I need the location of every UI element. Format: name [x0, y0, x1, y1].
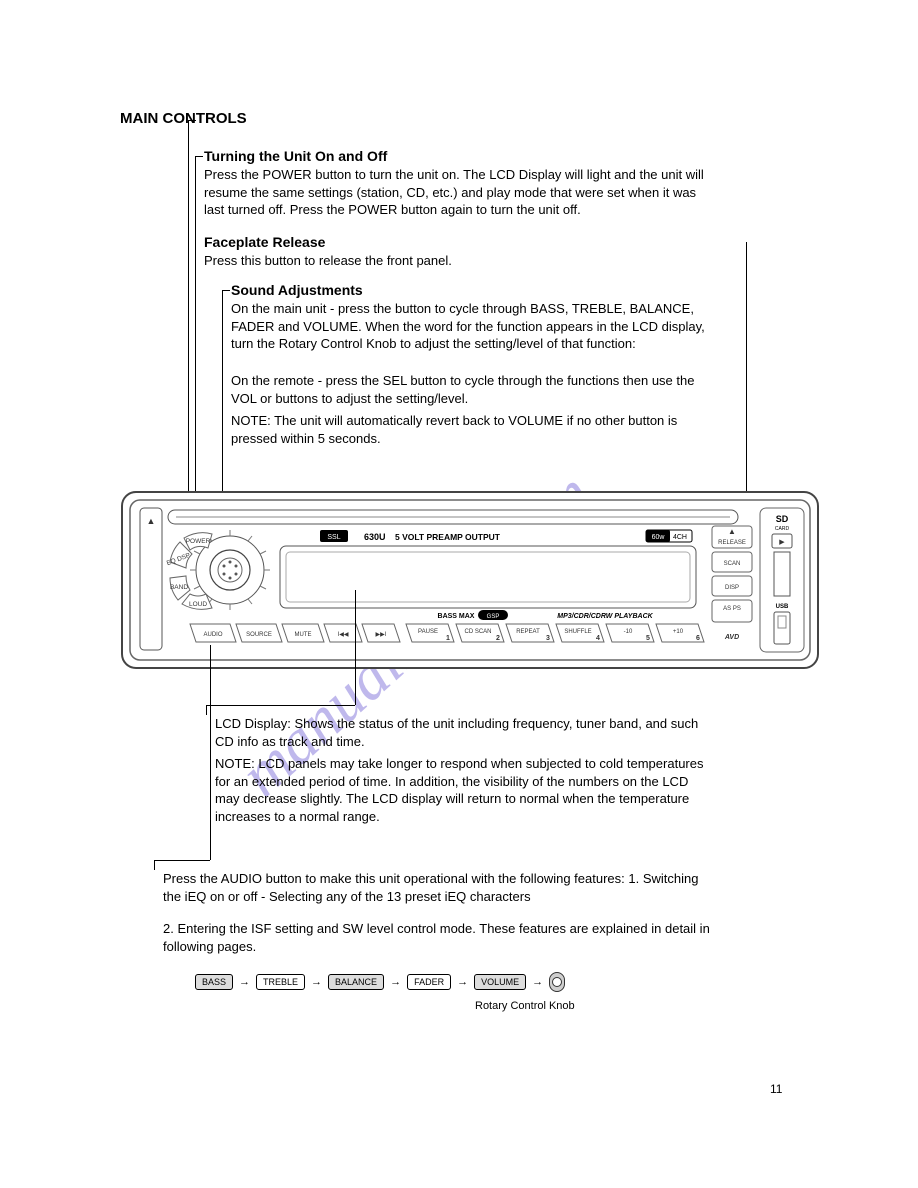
svg-text:POWER: POWER	[186, 538, 211, 545]
leader-release-v	[746, 242, 747, 514]
svg-text:LOUD: LOUD	[189, 601, 207, 608]
svg-text:6: 6	[696, 635, 700, 642]
leader-main-h	[188, 120, 196, 121]
arrow-icon: →	[532, 976, 543, 988]
body-sound-adj-3: NOTE: The unit will automatically revert…	[231, 412, 716, 447]
leader-rotary-h	[222, 290, 230, 291]
page-number: 11	[770, 1082, 782, 1096]
svg-text:1: 1	[446, 635, 450, 642]
svg-text:60w: 60w	[652, 534, 666, 541]
leader-lcd-v	[355, 590, 356, 705]
leader-audio-v2	[154, 860, 155, 870]
svg-text:USB: USB	[776, 604, 789, 610]
svg-text:GSP: GSP	[487, 614, 500, 620]
svg-text:BASS MAX: BASS MAX	[438, 613, 475, 620]
svg-text:DISP: DISP	[725, 585, 739, 591]
knob-icon	[549, 972, 565, 992]
body-lcd-2: NOTE: LCD panels may take longer to resp…	[215, 755, 715, 825]
radio-diagram: ▲ SSL 630U 5 VOLT PREAMP OUTPUT 60w 4CH	[120, 490, 820, 700]
heading-turning-on: Turning the Unit On and Off	[204, 148, 387, 164]
svg-text:630U: 630U	[364, 532, 386, 542]
svg-text:3: 3	[546, 635, 550, 642]
arrow-icon: →	[390, 976, 401, 988]
page: manualshive.com MAIN CONTROLS Turning th…	[0, 0, 918, 1188]
svg-text:SCAN: SCAN	[724, 561, 741, 567]
leader-main-v	[188, 120, 189, 550]
leader-power-h	[195, 156, 203, 157]
body-lcd-1: LCD Display: Shows the status of the uni…	[215, 715, 715, 750]
body-audio-1: Press the AUDIO button to make this unit…	[163, 870, 719, 905]
svg-text:5 VOLT PREAMP OUTPUT: 5 VOLT PREAMP OUTPUT	[395, 532, 501, 542]
arrow-icon: →	[239, 976, 250, 988]
svg-text:RELEASE: RELEASE	[718, 540, 746, 546]
svg-text:AUDIO: AUDIO	[203, 632, 222, 638]
leader-audio-v	[210, 645, 211, 860]
flow-row: BASS → TREBLE → BALANCE → FADER → VOLUME…	[195, 972, 565, 992]
body-turning-on: Press the POWER button to turn the unit …	[204, 166, 716, 219]
heading-main-controls: MAIN CONTROLS	[120, 110, 247, 127]
svg-text:-10: -10	[624, 629, 633, 635]
body-sound-adj-2: On the remote - press the SEL button to …	[231, 372, 716, 407]
flow-fader: FADER	[407, 974, 451, 990]
svg-text:MUTE: MUTE	[295, 632, 312, 638]
svg-text:CD SCAN: CD SCAN	[464, 629, 491, 635]
svg-text:▶▶I: ▶▶I	[376, 632, 387, 638]
svg-text:▲: ▲	[728, 527, 736, 536]
svg-text:SOURCE: SOURCE	[246, 632, 272, 638]
body-sound-adj-1: On the main unit - press the button to c…	[231, 300, 716, 353]
flow-balance: BALANCE	[328, 974, 384, 990]
svg-text:REPEAT: REPEAT	[516, 629, 540, 635]
leader-lcd-v2	[206, 705, 207, 715]
leader-lcd-h	[206, 705, 355, 706]
svg-text:SD: SD	[776, 514, 789, 524]
heading-faceplate: Faceplate Release	[204, 234, 325, 250]
svg-text:5: 5	[646, 635, 650, 642]
arrow-icon: →	[311, 976, 322, 988]
svg-text:SSL: SSL	[327, 534, 340, 541]
svg-text:AVD: AVD	[724, 634, 739, 641]
flow-treble: TREBLE	[256, 974, 305, 990]
leader-power-v	[195, 156, 196, 532]
svg-text:2: 2	[496, 635, 500, 642]
svg-text:CARD: CARD	[775, 526, 790, 532]
svg-text:4: 4	[596, 635, 600, 642]
svg-text:I◀◀: I◀◀	[338, 632, 349, 638]
body-faceplate: Press this button to release the front p…	[204, 252, 716, 270]
svg-text:SHUFFLE: SHUFFLE	[564, 629, 591, 635]
body-audio-2: 2. Entering the ISF setting and SW level…	[163, 920, 719, 955]
svg-text:4CH: 4CH	[673, 534, 687, 541]
svg-text:MP3/CDR/CDRW PLAYBACK: MP3/CDR/CDRW PLAYBACK	[557, 613, 653, 620]
flow-volume: VOLUME	[474, 974, 526, 990]
flow-bass: BASS	[195, 974, 233, 990]
svg-text:+10: +10	[673, 629, 684, 635]
caption-rotary: Rotary Control Knob	[475, 1000, 575, 1012]
svg-text:AS PS: AS PS	[723, 606, 741, 612]
svg-text:▲: ▲	[147, 516, 156, 526]
svg-text:PAUSE: PAUSE	[418, 629, 438, 635]
svg-text:▶: ▶	[779, 539, 785, 546]
svg-text:BAND: BAND	[170, 584, 188, 591]
leader-audio-h	[154, 860, 210, 861]
heading-sound-adj: Sound Adjustments	[231, 282, 363, 298]
arrow-icon: →	[457, 976, 468, 988]
